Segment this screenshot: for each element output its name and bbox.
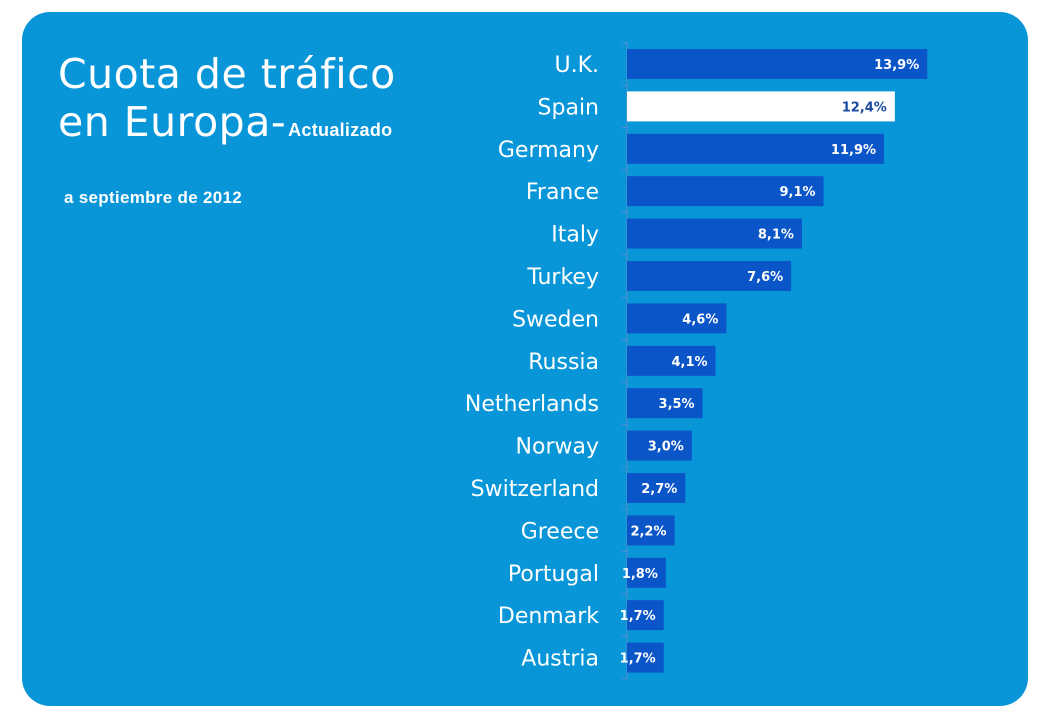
category-label: Russia — [528, 350, 599, 375]
bar — [627, 218, 802, 249]
value-label: 2,2% — [630, 524, 666, 539]
value-label: 13,9% — [874, 58, 919, 73]
category-label: Germany — [498, 138, 599, 163]
value-label: 1,7% — [620, 609, 656, 624]
category-label: Italy — [551, 223, 599, 248]
bar-chart: U.K. 13,9% Spain 12,4% Germany 11,9% France 9,1… — [465, 42, 928, 680]
category-label: Denmark — [498, 604, 599, 629]
bar — [627, 176, 824, 207]
value-label: 3,0% — [648, 440, 684, 455]
category-label: Turkey — [526, 265, 599, 290]
chart-subtitle-date: a septiembre de 2012 — [64, 188, 242, 207]
title-suffix: Actualizado — [288, 120, 393, 140]
category-label: U.K. — [554, 53, 599, 78]
bar — [627, 133, 885, 164]
chart-title: Cuota de tráfico en Europa- Actualizado — [58, 50, 396, 154]
bar — [627, 388, 703, 419]
value-label: 4,1% — [671, 355, 707, 370]
bar-highlighted — [627, 91, 895, 122]
value-label: 9,1% — [779, 185, 815, 200]
value-label: 4,6% — [682, 312, 718, 327]
value-label: 2,7% — [641, 482, 677, 497]
value-label: 11,9% — [831, 143, 876, 158]
bar — [627, 303, 727, 334]
title-line-1: Cuota de tráfico — [58, 50, 396, 98]
bar — [627, 557, 666, 588]
category-label: Spain — [538, 95, 599, 120]
category-label: Greece — [521, 519, 599, 544]
category-label: Sweden — [512, 307, 599, 332]
value-label: 8,1% — [758, 228, 794, 243]
title-line-2-main: en Europa- — [58, 98, 287, 146]
bar — [627, 642, 664, 673]
value-label: 1,8% — [622, 567, 658, 582]
category-label: Austria — [521, 647, 599, 672]
value-label: 12,4% — [842, 100, 887, 115]
value-label: 1,7% — [620, 652, 656, 667]
bar — [627, 49, 928, 79]
category-label: Portugal — [508, 562, 599, 587]
bar — [627, 261, 792, 291]
bar — [627, 600, 664, 631]
category-label: Netherlands — [465, 392, 599, 417]
bar — [627, 473, 686, 503]
value-label: 3,5% — [659, 397, 695, 412]
bar — [627, 515, 675, 546]
value-label: 7,6% — [747, 270, 783, 285]
chart-panel: Cuota de tráfico en Europa- Actualizado a… — [22, 12, 1028, 706]
title-line-2: en Europa- Actualizado — [58, 98, 396, 154]
category-label: Norway — [516, 435, 599, 460]
bar — [627, 430, 692, 461]
category-label: France — [526, 180, 599, 205]
category-label: Switzerland — [471, 477, 599, 502]
bar — [627, 345, 716, 376]
